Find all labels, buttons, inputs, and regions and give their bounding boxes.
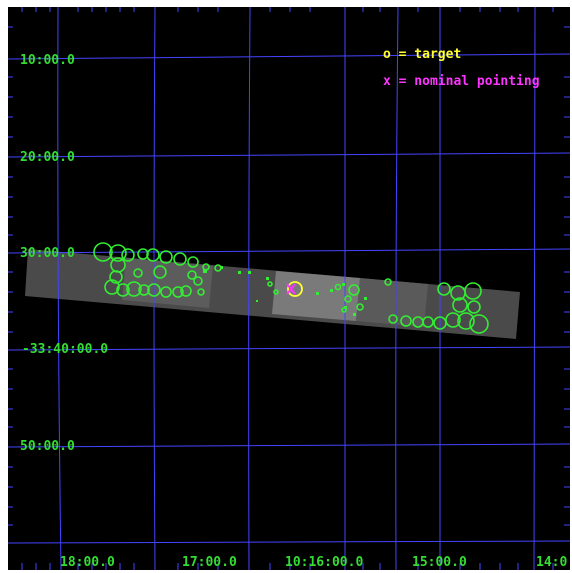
- ra-grid-line: [248, 7, 251, 570]
- source-circle: [147, 283, 161, 297]
- source-circle: [187, 270, 197, 280]
- ra-label: 17:00.0: [182, 555, 237, 570]
- source-circle: [467, 300, 481, 314]
- source-circle: [464, 282, 482, 300]
- source-point: [344, 306, 347, 309]
- axis-ticks: [8, 7, 570, 570]
- source-circle: [138, 284, 150, 296]
- source-point: [330, 289, 333, 292]
- source-point: [364, 297, 367, 300]
- exposure-segment-center: [272, 271, 360, 321]
- source-circle: [153, 265, 167, 279]
- source-points: [203, 266, 367, 316]
- source-point: [266, 277, 269, 280]
- dec-label: 30:00.0: [20, 246, 75, 261]
- source-circle: [126, 281, 142, 297]
- source-point: [342, 283, 345, 286]
- source-circle: [173, 252, 187, 266]
- ra-grid-line: [395, 7, 399, 570]
- source-point: [316, 292, 319, 295]
- source-circle: [445, 312, 461, 328]
- source-circle: [187, 256, 199, 268]
- circle-icon: [287, 281, 303, 297]
- source-circle: [121, 248, 135, 262]
- ra-label: 14:0: [536, 555, 567, 570]
- legend-target-text: o = target: [383, 47, 461, 62]
- source-circle: [437, 282, 451, 296]
- ra-label: 18:00.0: [60, 555, 115, 570]
- target-marker: [287, 281, 303, 297]
- ra-grid-line: [153, 7, 156, 570]
- source-circle: [469, 314, 489, 334]
- dec-grid-line: [8, 248, 570, 254]
- dec-label: 10:00.0: [20, 53, 75, 68]
- source-point: [203, 269, 207, 273]
- source-point: [238, 271, 241, 274]
- source-point: [220, 266, 223, 269]
- source-circle: [104, 279, 120, 295]
- dec-grid-line: [8, 540, 570, 544]
- dec-label: -33:40:00.0: [22, 342, 108, 357]
- source-circle: [457, 312, 475, 330]
- source-circle: [197, 288, 205, 296]
- sky-image: o = target x = nominal pointing 10:00.0 …: [8, 7, 570, 570]
- source-circle: [348, 284, 360, 296]
- source-circle: [273, 289, 279, 295]
- source-circle: [193, 276, 203, 286]
- source-circle: [334, 283, 342, 291]
- dec-label: 50:00.0: [20, 439, 75, 454]
- source-circle: [267, 281, 273, 287]
- ra-label: 10:16:00.0: [285, 555, 363, 570]
- source-circle: [344, 295, 352, 303]
- source-circle: [388, 314, 398, 324]
- source-circle: [452, 297, 468, 313]
- source-circle: [159, 250, 173, 264]
- coordinate-grid: [8, 7, 570, 570]
- sky-image-frame: o = target x = nominal pointing 10:00.0 …: [8, 7, 570, 570]
- source-circle: [400, 315, 412, 327]
- exposure-segment-right: [356, 278, 428, 327]
- source-circle: [172, 286, 184, 298]
- source-circle: [109, 270, 123, 284]
- source-regions: [93, 242, 489, 334]
- source-circle: [384, 278, 392, 286]
- dec-grid-line: [8, 346, 570, 351]
- source-circle: [116, 283, 130, 297]
- source-point: [248, 271, 251, 274]
- source-circle: [133, 268, 143, 278]
- cross-icon: [286, 283, 296, 295]
- source-circle: [356, 303, 364, 311]
- source-point: [353, 313, 356, 316]
- source-circle: [160, 286, 172, 298]
- source-circle: [422, 316, 434, 328]
- dec-grid-line: [8, 443, 570, 448]
- legend-nominal-text: x = nominal pointing: [383, 74, 540, 89]
- source-circle: [180, 285, 192, 297]
- source-circle: [146, 248, 160, 262]
- source-circle: [137, 248, 149, 260]
- dec-grid-line: [8, 53, 570, 60]
- source-circle: [93, 242, 113, 262]
- ra-label: 15:00.0: [412, 555, 467, 570]
- ra-grid-line: [533, 7, 536, 570]
- source-circle: [109, 244, 127, 262]
- source-point: [256, 300, 258, 302]
- ra-grid-line: [57, 7, 62, 570]
- dec-label: 20:00.0: [20, 150, 75, 165]
- nominal-pointing-marker: [286, 283, 296, 295]
- dec-grid-line: [8, 152, 570, 158]
